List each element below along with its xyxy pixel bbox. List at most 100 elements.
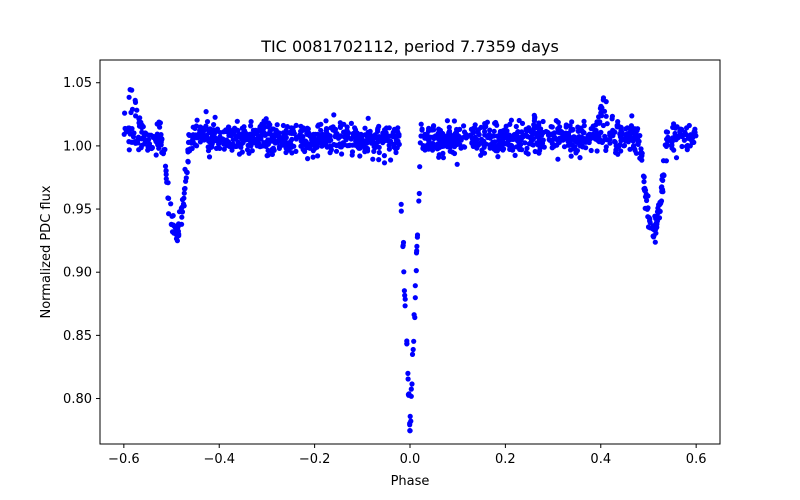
data-point [537,148,543,154]
data-point [163,171,169,178]
data-point [451,150,458,157]
data-point [613,150,619,156]
data-point [453,131,460,137]
data-point [217,130,223,136]
data-point [671,147,677,153]
data-point [248,119,254,125]
x-tick-label: 0.0 [400,452,421,467]
x-tick-label: −0.2 [299,452,331,467]
data-point [632,146,638,152]
data-point [376,157,382,163]
data-point [132,97,138,103]
data-point [126,94,132,100]
data-point [226,124,232,130]
data-point [491,128,497,134]
data-point [655,205,661,211]
data-point [447,144,453,150]
data-point [199,125,205,131]
data-point [194,135,200,141]
data-point [418,133,424,139]
data-point [523,149,529,156]
data-point [198,130,204,136]
data-point [189,139,195,146]
data-point [679,126,685,133]
data-point [603,147,609,153]
data-point [138,136,144,142]
data-point [226,132,232,138]
data-point [407,413,413,419]
data-point [139,122,145,128]
data-point [664,129,671,135]
data-point [257,144,263,150]
data-point [312,145,318,151]
data-point [204,119,211,125]
data-point [388,157,394,163]
data-point [565,142,572,148]
data-point [122,125,128,132]
data-point [183,178,189,184]
data-point [627,146,633,152]
data-point [576,128,582,134]
data-point [189,145,195,152]
data-point [412,295,418,301]
data-point [531,126,537,132]
data-point [142,131,148,137]
data-point [524,145,530,151]
data-point [491,133,497,139]
data-point [276,145,282,151]
data-point [256,134,262,140]
data-point [203,109,209,115]
data-point [602,133,608,139]
data-point [134,107,140,113]
data-point [182,166,188,172]
data-point [365,129,371,135]
data-point [413,268,419,274]
data-point [519,120,526,126]
data-point [684,125,690,131]
x-tick-label: −0.6 [108,452,140,467]
data-point [496,138,502,144]
data-point [468,132,474,138]
data-point [603,113,609,119]
data-point [607,140,613,146]
data-point [298,133,304,140]
data-point [396,131,402,138]
data-point [237,143,243,149]
data-point [444,118,450,124]
data-point [408,386,414,392]
data-point [168,201,174,207]
data-point [416,198,422,204]
data-point [417,140,423,146]
data-point [242,128,248,134]
data-point [331,112,337,118]
data-point [269,138,276,144]
data-point [320,134,327,140]
data-point [568,153,574,159]
data-point [328,147,334,153]
data-point [251,139,257,146]
data-point [244,147,251,153]
data-point [293,148,299,154]
data-point [356,138,362,144]
data-point [687,143,693,149]
data-point [557,130,563,136]
data-point [594,137,601,143]
data-point [507,121,513,127]
data-point [675,133,681,139]
data-point [127,131,133,137]
data-point [559,136,566,142]
data-point [122,110,128,116]
data-point [430,123,437,129]
data-point [519,147,525,153]
data-point [635,136,641,142]
data-point [553,118,559,124]
data-point [333,148,340,154]
data-point [129,106,136,112]
data-point [495,154,501,160]
data-point [269,151,275,157]
data-point [633,131,639,137]
data-point [416,190,422,197]
data-point [165,195,171,201]
data-point [136,147,142,153]
data-point [461,123,467,129]
